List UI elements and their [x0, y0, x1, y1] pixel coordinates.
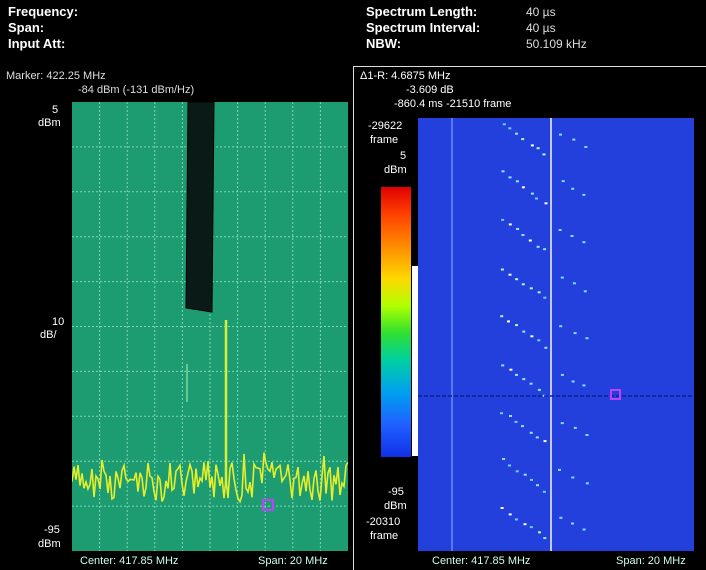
spectrum-notch-overlay [185, 102, 215, 313]
color-scale-range [412, 266, 418, 456]
spectrogram-span: Span: 20 MHz [616, 555, 686, 567]
marker-box[interactable] [262, 499, 274, 511]
spectrum-trace [72, 452, 348, 504]
spectrum-length-value: 40 µs [526, 5, 556, 19]
scale-unit: dB/ [40, 329, 57, 341]
delta-marker-time: -860.4 ms -21510 frame [394, 98, 512, 110]
top-frame-value: -29622 [368, 120, 403, 132]
ref-level-value: 5 [52, 104, 59, 116]
nbw-label: NBW: [366, 36, 402, 51]
colorbar-top-value: 5 [400, 150, 407, 162]
spectrum-span: Span: 20 MHz [258, 555, 328, 567]
spectrogram-signal-dots [500, 123, 589, 540]
span-label: Span: [8, 20, 45, 35]
scale-value: 10 [52, 316, 65, 328]
spectrum-interval-value: 40 µs [526, 21, 556, 35]
marker-level-readout: -84 dBm (-131 dBm/Hz) [78, 84, 195, 96]
ref-level-unit: dBm [38, 117, 61, 129]
spectrogram-plot[interactable] [418, 118, 694, 551]
delta-marker-level: -3.609 dB [406, 84, 454, 96]
spectrum-graticule [72, 102, 348, 551]
color-scale-bar [381, 187, 411, 457]
colorbar-top-unit: dBm [384, 164, 407, 176]
spectrogram-center-freq: Center: 417.85 MHz [432, 555, 531, 567]
bottom-level-value: -95 [44, 524, 60, 536]
nbw-value: 50.109 kHz [526, 37, 587, 51]
bottom-frame-value: -20310 [366, 516, 401, 528]
spectrogram-marker-box[interactable] [610, 389, 621, 400]
spectrum-center-freq: Center: 417.85 MHz [80, 555, 179, 567]
bottom-level-unit: dBm [38, 538, 61, 550]
top-frame-unit: frame [370, 134, 399, 146]
input-att-label: Input Att: [8, 36, 66, 51]
colorbar-bottom-unit: dBm [384, 500, 407, 512]
marker-readout: Marker: 422.25 MHz [6, 70, 106, 82]
frequency-label: Frequency: [8, 4, 79, 19]
delta-marker-freq: Δ1-R: 4.6875 MHz [360, 70, 451, 82]
spectrum-plot[interactable] [72, 102, 348, 551]
colorbar-bottom-value: -95 [388, 486, 404, 498]
spectrum-length-label: Spectrum Length: [366, 4, 478, 19]
spectrum-interval-label: Spectrum Interval: [366, 20, 481, 35]
bottom-frame-unit: frame [370, 530, 399, 542]
spectrogram-canvas [418, 118, 694, 551]
